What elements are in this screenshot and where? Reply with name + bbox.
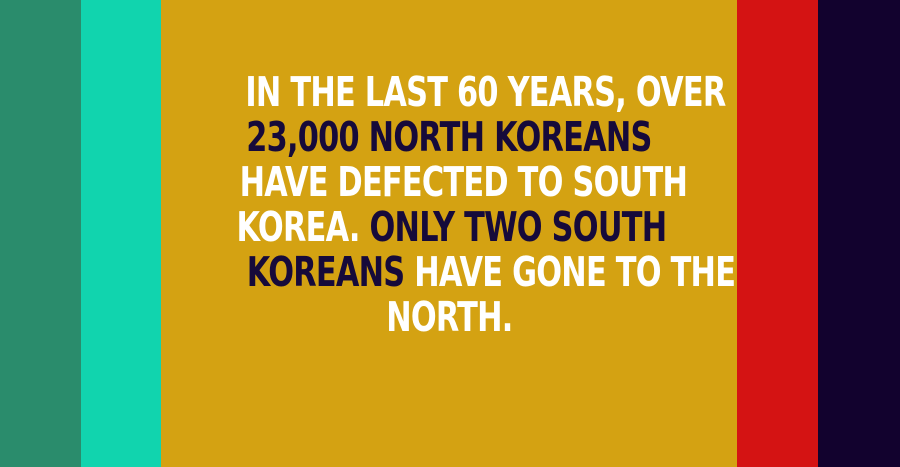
fact-line-3: HAVE DEFECTED TO SOUTH (239, 158, 688, 206)
fact-panel: IN THE LAST 60 YEARS, OVER 23,000 NORTH … (161, 0, 737, 467)
fact-line-2: 23,000 NORTH KOREANS (246, 113, 652, 161)
red-stripe (737, 0, 818, 467)
fact-line-5: KOREANS HAVE GONE TO THE (246, 248, 736, 296)
green-stripe (0, 0, 81, 467)
fact-text: IN THE LAST 60 YEARS, OVER 23,000 NORTH … (161, 70, 737, 340)
fact-line-4: KOREA. ONLY TWO SOUTH (236, 203, 668, 251)
fact-line-1: IN THE LAST 60 YEARS, OVER (245, 68, 726, 116)
navy-stripe (818, 0, 900, 467)
teal-stripe (81, 0, 161, 467)
fact-line-6: NORTH. (385, 293, 513, 341)
